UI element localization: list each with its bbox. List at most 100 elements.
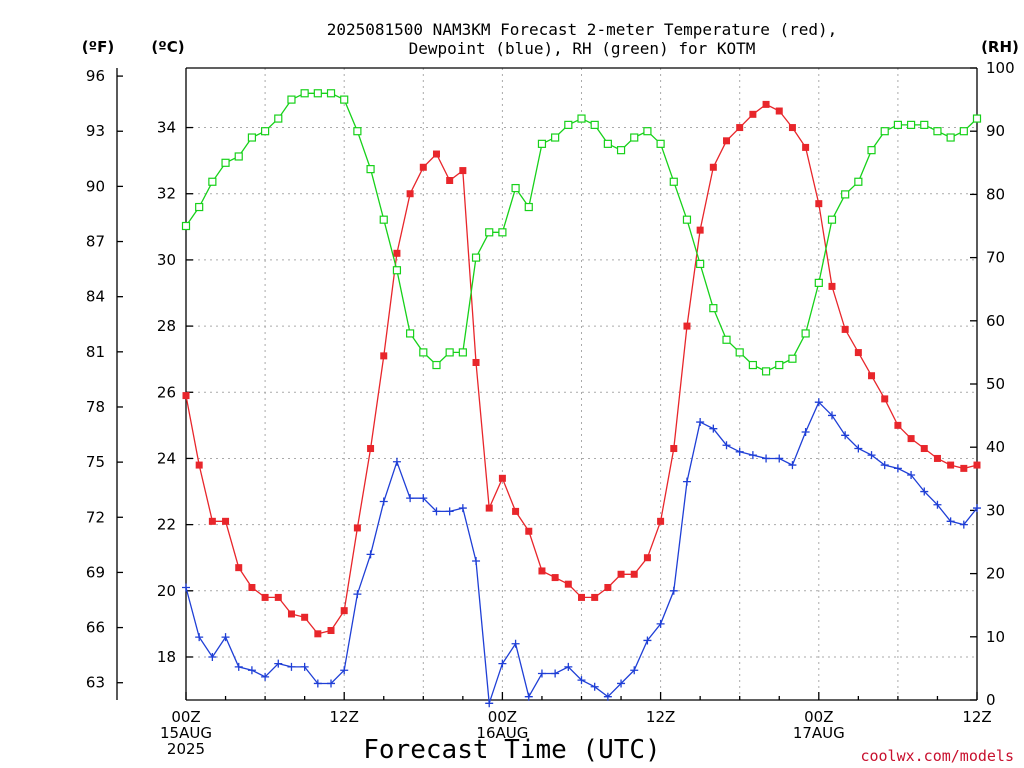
x-tick-label: 12Z — [646, 708, 675, 726]
temperature-point — [696, 226, 704, 234]
temperature-point — [578, 593, 585, 601]
x-tick-label: 12Z — [330, 708, 359, 726]
rh-tick-label: 40 — [986, 438, 1005, 456]
rh-point — [972, 114, 982, 123]
dewpoint-point — [590, 682, 599, 691]
temperature-point — [367, 445, 375, 453]
temperature-point — [617, 570, 625, 578]
rh-point — [906, 120, 916, 129]
dewpoint-point — [419, 494, 428, 503]
rh-point — [313, 89, 322, 98]
fahrenheit-tick-label: 87 — [86, 233, 105, 251]
temperature-point — [802, 143, 810, 151]
dewpoint-point — [762, 454, 771, 463]
dewpoint-point — [643, 636, 652, 645]
dewpoint-point — [485, 699, 494, 708]
rh-tick-label: 10 — [986, 628, 1005, 646]
temperature-point — [393, 249, 401, 257]
dewpoint-point — [959, 520, 968, 529]
dewpoint-point — [893, 464, 902, 473]
rh-tick-label: 30 — [986, 501, 1005, 519]
dewpoint-point — [656, 619, 665, 628]
temperature-point — [709, 163, 717, 171]
credit-link[interactable]: coolwx.com/models — [860, 747, 1014, 765]
rh-tick-label: 70 — [986, 249, 1005, 267]
rh-point — [959, 127, 968, 136]
temperature-point — [472, 358, 480, 366]
temperature-point — [208, 517, 216, 525]
fahrenheit-tick-label: 72 — [86, 508, 105, 526]
temperature-point — [261, 593, 269, 601]
temperature-point — [287, 610, 295, 618]
dewpoint-point — [445, 507, 454, 516]
temperature-point — [775, 107, 783, 115]
temperature-point — [643, 554, 651, 562]
temperature-point — [841, 325, 849, 333]
fahrenheit-tick-label: 78 — [86, 398, 105, 416]
fahrenheit-tick-label: 84 — [86, 288, 105, 306]
rh-point — [867, 146, 876, 155]
rh-point — [366, 165, 375, 174]
rh-point — [300, 89, 309, 98]
dewpoint-point — [775, 454, 784, 463]
dewpoint-point — [498, 659, 507, 668]
dewpoint-point — [907, 470, 916, 479]
rh-point — [181, 221, 191, 231]
temperature-point — [248, 583, 256, 591]
celsius-tick-label: 20 — [157, 582, 176, 600]
rh-point — [247, 133, 257, 142]
rh-point — [353, 127, 362, 136]
dewpoint-point — [630, 666, 639, 675]
dewpoint-point — [709, 424, 718, 433]
rh-point — [392, 266, 402, 275]
dewpoint-point — [577, 676, 586, 685]
x-tick-label: 17AUG — [793, 724, 845, 742]
dewpoint-point — [379, 497, 388, 506]
rh-point — [696, 259, 705, 269]
rh-point — [274, 114, 283, 123]
rh-point — [735, 348, 744, 357]
temperature-point — [446, 177, 454, 185]
dewpoint-point — [537, 669, 546, 678]
temperature-point — [512, 507, 520, 515]
dewpoint-point — [392, 457, 401, 466]
x-tick-label: 16AUG — [476, 724, 528, 742]
dewpoint-point — [353, 590, 362, 599]
tick-labels: 18 20 22 24 26 28 30 32 34 63 66 69 72 75 78 81 84 87 90 93… — [86, 59, 1015, 758]
fahrenheit-tick-label: 90 — [86, 177, 105, 195]
fahrenheit-tick-label: 81 — [86, 343, 105, 361]
temperature-point — [432, 150, 440, 158]
temperature-point — [894, 421, 902, 429]
rh-point — [643, 127, 652, 136]
temperature-point — [380, 352, 388, 360]
celsius-tick-label: 22 — [157, 516, 176, 534]
temperature-point — [353, 524, 361, 532]
dewpoint-point — [854, 444, 863, 453]
temperature-point — [235, 564, 243, 572]
rh-tick-label: 60 — [986, 312, 1005, 330]
rh-point — [933, 127, 942, 136]
celsius-tick-label: 28 — [157, 317, 176, 335]
rh-tick-label: 20 — [986, 565, 1005, 583]
rh-point — [537, 139, 547, 148]
rh-point — [445, 348, 454, 357]
temperature-point — [222, 517, 230, 525]
temperature-point — [854, 349, 862, 357]
rh-axis-label: (RH) — [981, 38, 1019, 56]
temperature-point — [736, 124, 744, 132]
x-tick-label: 15AUG — [160, 724, 212, 742]
temperature-point — [723, 137, 731, 145]
temperature-point — [604, 583, 612, 591]
dewpoint-point — [682, 477, 691, 486]
celsius-tick-label: 24 — [157, 449, 176, 467]
temperature-point — [525, 527, 533, 535]
rh-point — [827, 215, 837, 224]
fahrenheit-tick-label: 63 — [86, 674, 105, 692]
temperature-series — [182, 100, 981, 638]
fahrenheit-tick-label: 69 — [86, 563, 105, 581]
celsius-tick-label: 26 — [157, 383, 176, 401]
rh-point — [406, 329, 415, 338]
rh-point — [709, 304, 718, 313]
rh-point — [603, 139, 612, 148]
